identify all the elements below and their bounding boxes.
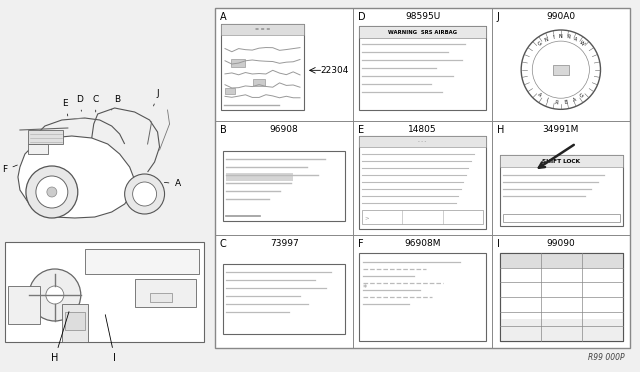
Text: A: A [164, 180, 180, 189]
Bar [5, 242, 204, 342]
Text: 96908: 96908 [270, 125, 298, 134]
Bar [359, 26, 486, 110]
Bar [150, 293, 172, 302]
Bar [553, 65, 569, 75]
Text: E: E [358, 125, 364, 135]
Text: B: B [563, 100, 568, 105]
Text: R99 000P: R99 000P [588, 353, 625, 362]
Bar [8, 286, 40, 324]
Text: N: N [559, 34, 563, 39]
Text: H: H [497, 125, 504, 135]
Text: W: W [578, 40, 585, 47]
Circle shape [132, 182, 157, 206]
Circle shape [46, 286, 64, 304]
Text: G: G [538, 40, 543, 46]
Bar [28, 144, 48, 154]
Text: R: R [566, 34, 570, 40]
Text: 73997: 73997 [270, 239, 298, 248]
Text: J: J [154, 90, 159, 106]
Bar [500, 155, 623, 167]
Bar [215, 8, 630, 348]
Text: B: B [220, 125, 227, 135]
Text: B: B [112, 96, 121, 110]
Text: D: D [358, 12, 366, 22]
Text: SHIFT LOCK: SHIFT LOCK [542, 159, 580, 164]
Circle shape [26, 166, 78, 218]
Bar [65, 312, 84, 330]
Bar [500, 253, 623, 341]
Bar [359, 136, 486, 229]
Bar [226, 173, 293, 181]
Text: A: A [572, 97, 577, 103]
Text: A: A [220, 12, 227, 22]
Circle shape [36, 176, 68, 208]
Bar [221, 24, 304, 110]
Text: I: I [497, 239, 500, 248]
Circle shape [29, 269, 81, 321]
Bar [223, 151, 346, 221]
Text: H: H [51, 312, 69, 363]
Circle shape [125, 174, 164, 214]
Text: A: A [572, 36, 578, 42]
Circle shape [521, 30, 600, 109]
Text: F: F [358, 239, 364, 248]
Text: R: R [554, 100, 558, 105]
Bar [359, 136, 486, 147]
Text: A: A [536, 92, 542, 98]
Bar [134, 279, 196, 307]
Polygon shape [18, 136, 134, 218]
Text: - - -: - - - [419, 139, 427, 144]
Bar [231, 59, 245, 67]
Bar [359, 253, 486, 341]
Text: 96908M: 96908M [404, 239, 441, 248]
Bar [28, 130, 63, 144]
Polygon shape [62, 304, 88, 342]
Bar [362, 210, 483, 224]
Bar [500, 155, 623, 225]
Text: E: E [62, 99, 68, 116]
Bar [225, 89, 235, 94]
Text: 34991M: 34991M [543, 125, 579, 134]
Bar [253, 79, 265, 86]
Text: *: * [362, 284, 367, 293]
Text: D: D [76, 96, 83, 111]
Bar [221, 24, 304, 35]
Text: N: N [544, 36, 549, 42]
Text: I: I [545, 97, 549, 103]
Text: F: F [3, 165, 17, 174]
Text: I: I [106, 315, 116, 363]
Text: 14805: 14805 [408, 125, 437, 134]
Bar [223, 264, 346, 334]
Text: I: I [552, 35, 555, 40]
Text: 99090: 99090 [547, 239, 575, 248]
Text: WARNING  SRS AIRBAG: WARNING SRS AIRBAG [388, 30, 457, 35]
Bar [84, 249, 200, 274]
Text: J: J [497, 12, 500, 22]
Text: = = =: = = = [255, 27, 270, 32]
Bar [500, 253, 623, 341]
Text: G: G [579, 92, 586, 98]
Text: >: > [364, 215, 369, 221]
Text: 98595U: 98595U [405, 12, 440, 21]
Bar [500, 319, 623, 341]
Bar [502, 214, 620, 222]
Bar [359, 26, 486, 38]
Text: 22304: 22304 [320, 66, 348, 75]
Bar [500, 253, 623, 267]
Text: C: C [220, 239, 227, 248]
Text: 990A0: 990A0 [547, 12, 575, 21]
Circle shape [47, 187, 57, 197]
Text: C: C [93, 96, 99, 112]
